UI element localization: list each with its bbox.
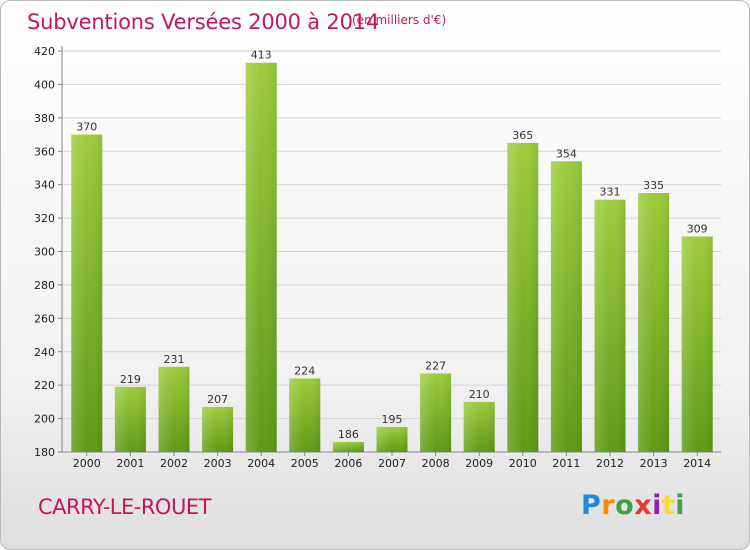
y-tick-label: 400 [34,78,55,91]
bar-shine [681,236,713,452]
logo-letter: r [601,490,616,521]
bar-value-label: 207 [207,393,228,406]
bar-value-label: 370 [76,121,97,134]
bar-shine [71,134,103,452]
y-tick-label: 320 [34,212,55,225]
logo-letter: t [661,490,676,521]
x-tick-label: 2008 [422,457,450,470]
chart-subtitle: (en milliers d'€) [352,13,447,27]
y-tick-label: 200 [34,413,55,426]
x-tick-label: 2006 [334,457,362,470]
bar-value-label: 227 [425,359,446,372]
bar-shine [507,142,539,453]
bar-value-label: 309 [687,222,708,235]
y-tick-label: 300 [34,246,55,259]
y-tick-label: 380 [34,112,55,125]
x-tick-label: 2009 [465,457,493,470]
bar-shine [332,441,364,452]
town-name: CARRY-LE-ROUET [38,495,211,519]
bar-shine [114,386,146,452]
bar-shine [245,62,277,453]
bar-shine [638,193,670,453]
x-tick-label: 2014 [683,457,711,470]
x-tick-label: 2012 [596,457,624,470]
y-tick-label: 260 [34,312,55,325]
bar-value-label: 186 [338,428,359,441]
bar-shine [463,401,495,452]
logo-letter: i [675,490,686,521]
logo-letter: P [581,490,602,521]
bar-shine [376,426,408,452]
bar-shine [594,199,626,452]
bar-shine [420,373,452,452]
bar-shine [202,406,234,452]
logo-letter: i [652,490,662,521]
bar-value-label: 335 [643,179,664,192]
bar-shine [289,378,321,452]
bar-value-label: 331 [600,186,621,199]
logo-letter: o [615,490,635,521]
y-tick-label: 240 [34,346,55,359]
bar-value-label: 365 [512,129,533,142]
bar-value-label: 413 [251,49,272,62]
proxiti-logo: Proxiti [581,490,685,521]
y-tick-label: 180 [34,446,55,459]
x-tick-label: 2000 [73,457,101,470]
x-tick-label: 2001 [116,457,144,470]
bar-shine [550,161,582,452]
bar-value-label: 224 [294,364,315,377]
y-tick-label: 420 [34,45,55,58]
bar-value-label: 231 [164,353,185,366]
chart-title: Subventions Versées 2000 à 2014 [27,10,380,34]
x-tick-label: 2013 [640,457,668,470]
x-tick-label: 2002 [160,457,188,470]
x-tick-label: 2004 [247,457,275,470]
bar-value-label: 354 [556,147,577,160]
y-tick-label: 340 [34,179,55,192]
x-tick-label: 2007 [378,457,406,470]
y-tick-label: 280 [34,279,55,292]
bar-value-label: 210 [469,388,490,401]
x-tick-label: 2003 [204,457,232,470]
y-tick-label: 360 [34,145,55,158]
x-tick-label: 2011 [552,457,580,470]
logo-letter: x [634,490,653,521]
x-tick-label: 2005 [291,457,319,470]
bar-value-label: 219 [120,373,141,386]
bar-value-label: 195 [382,413,403,426]
x-tick-label: 2010 [509,457,537,470]
y-tick-label: 220 [34,379,55,392]
bar-shine [158,366,190,452]
